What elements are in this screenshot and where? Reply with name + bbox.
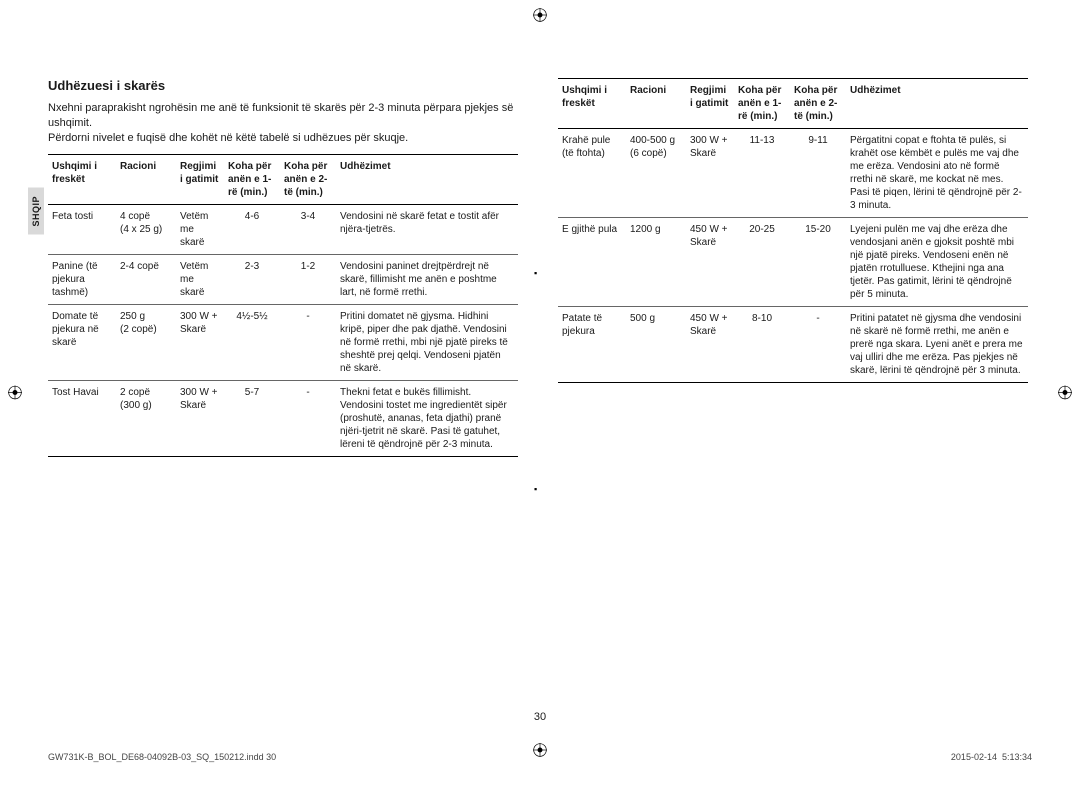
table-row: Panine (të pjekura tashmë)2-4 copëVetëm … — [48, 254, 518, 304]
left-column: SHQIP Udhëzuesi i skarës Nxehni paraprak… — [48, 78, 538, 457]
table-cell: 250 g (2 copë) — [116, 304, 176, 380]
col-header: Regjimi i gatimit — [686, 79, 734, 129]
col-header: Regjimi i gatimit — [176, 154, 224, 204]
table-cell: Thekni fetat e bukës fillimisht. Vendosi… — [336, 380, 518, 456]
table-cell: 500 g — [626, 307, 686, 383]
registration-mark-icon — [8, 386, 22, 403]
table-cell: 4-6 — [224, 204, 280, 254]
table-cell: Vendosini paninet drejtpërdrejt në skarë… — [336, 254, 518, 304]
table-cell: 300 W + Skarë — [176, 380, 224, 456]
table-cell: Vendosini në skarë fetat e tostit afër n… — [336, 204, 518, 254]
table-cell: 450 W + Skarë — [686, 218, 734, 307]
table-cell: 5-7 — [224, 380, 280, 456]
col-header: Koha për anën e 2-të (min.) — [790, 79, 846, 129]
table-cell: 2-4 copë — [116, 254, 176, 304]
col-header: Racioni — [116, 154, 176, 204]
table-row: Krahë pule (të ftohta)400-500 g (6 copë)… — [558, 129, 1028, 218]
table-cell: Patate të pjekura — [558, 307, 626, 383]
table-cell: Domate të pjekura në skarë — [48, 304, 116, 380]
table-cell: - — [790, 307, 846, 383]
registration-tick-icon: ▪ — [534, 484, 537, 494]
table-cell: Lyejeni pulën me vaj dhe erëza dhe vendo… — [846, 218, 1028, 307]
table-cell: Tost Havai — [48, 380, 116, 456]
footer-file: GW731K-B_BOL_DE68-04092B-03_SQ_150212.in… — [48, 752, 276, 762]
table-cell: - — [280, 380, 336, 456]
table-cell: Përgatitni copat e ftohta të pulës, si k… — [846, 129, 1028, 218]
table-row: Domate të pjekura në skarë250 g (2 copë)… — [48, 304, 518, 380]
table-cell: Feta tosti — [48, 204, 116, 254]
col-header: Udhëzimet — [846, 79, 1028, 129]
col-header: Ushqimi i freskët — [558, 79, 626, 129]
table-row: Feta tosti4 copë (4 x 25 g)Vetëm me skar… — [48, 204, 518, 254]
table-cell: Pritini domatet në gjysma. Hidhini kripë… — [336, 304, 518, 380]
table-cell: 450 W + Skarë — [686, 307, 734, 383]
table-cell: 1-2 — [280, 254, 336, 304]
intro-text: Nxehni paraprakisht ngrohësin me anë të … — [48, 101, 518, 146]
table-row: Tost Havai2 copë (300 g)300 W + Skarë5-7… — [48, 380, 518, 456]
right-column: Ushqimi i freskët Racioni Regjimi i gati… — [538, 78, 1028, 457]
table-cell: 15-20 — [790, 218, 846, 307]
col-header: Koha për anën e 1-rë (min.) — [734, 79, 790, 129]
col-header: Koha për anën e 1-rë (min.) — [224, 154, 280, 204]
table-cell: 2 copë (300 g) — [116, 380, 176, 456]
grill-table-right: Ushqimi i freskët Racioni Regjimi i gati… — [558, 78, 1028, 383]
section-heading: Udhëzuesi i skarës — [48, 78, 518, 93]
table-cell: Pritini patatet në gjysma dhe vendosini … — [846, 307, 1028, 383]
registration-mark-icon — [1058, 386, 1072, 403]
col-header: Ushqimi i freskët — [48, 154, 116, 204]
registration-mark-icon — [533, 8, 547, 25]
grill-table-left: Ushqimi i freskët Racioni Regjimi i gati… — [48, 154, 518, 457]
table-cell: Vetëm me skarë — [176, 254, 224, 304]
table-row: E gjithë pula1200 g450 W + Skarë20-2515-… — [558, 218, 1028, 307]
table-cell: 400-500 g (6 copë) — [626, 129, 686, 218]
table-cell: 300 W + Skarë — [176, 304, 224, 380]
col-header: Udhëzimet — [336, 154, 518, 204]
table-cell: 20-25 — [734, 218, 790, 307]
page-spread: SHQIP Udhëzuesi i skarës Nxehni paraprak… — [0, 0, 1080, 487]
table-cell: 9-11 — [790, 129, 846, 218]
table-cell: E gjithë pula — [558, 218, 626, 307]
table-cell: 11-13 — [734, 129, 790, 218]
language-tab: SHQIP — [28, 188, 44, 235]
table-cell: Panine (të pjekura tashmë) — [48, 254, 116, 304]
table-cell: 2-3 — [224, 254, 280, 304]
table-cell: 3-4 — [280, 204, 336, 254]
table-cell: 4½-5½ — [224, 304, 280, 380]
table-cell: 1200 g — [626, 218, 686, 307]
page-number: 30 — [534, 711, 546, 723]
table-cell: Krahë pule (të ftohta) — [558, 129, 626, 218]
col-header: Racioni — [626, 79, 686, 129]
table-cell: 4 copë (4 x 25 g) — [116, 204, 176, 254]
table-cell: - — [280, 304, 336, 380]
col-header: Koha për anën e 2-të (min.) — [280, 154, 336, 204]
table-cell: 8-10 — [734, 307, 790, 383]
table-cell: Vetëm me skarë — [176, 204, 224, 254]
footer-timestamp: 2015-02-14  5:13:34 — [951, 752, 1032, 762]
print-footer: GW731K-B_BOL_DE68-04092B-03_SQ_150212.in… — [48, 752, 1032, 762]
table-row: Patate të pjekura500 g450 W + Skarë8-10-… — [558, 307, 1028, 383]
table-cell: 300 W + Skarë — [686, 129, 734, 218]
